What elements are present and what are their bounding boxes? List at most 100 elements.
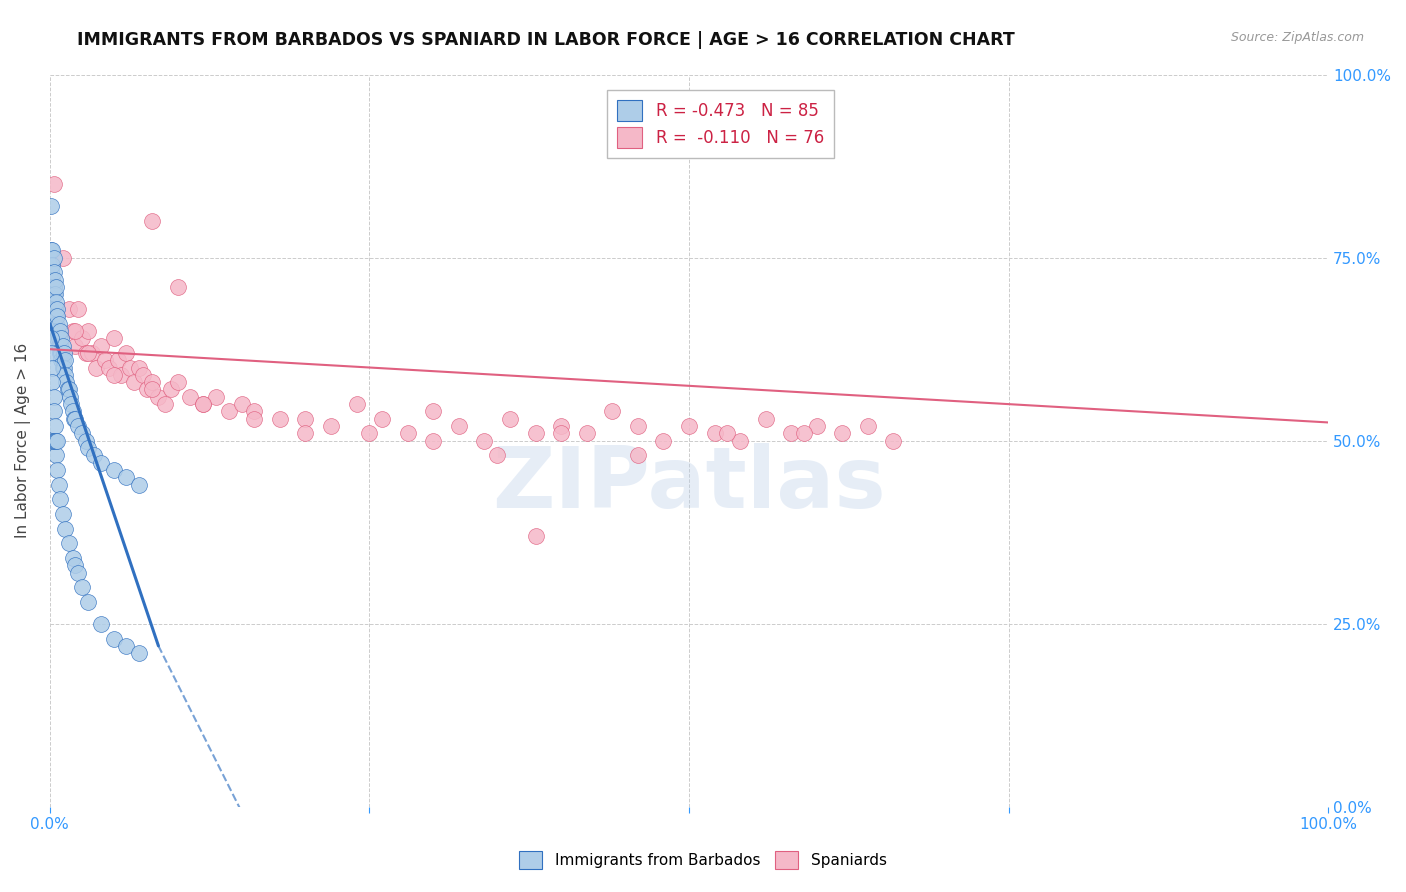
Point [294,426,316,441]
Point [70,331,93,345]
Point [48,317,70,331]
Point [45,434,67,448]
Point [46,310,69,324]
Point [42,404,65,418]
Point [575,426,598,441]
Point [77,441,100,455]
Text: IMMIGRANTS FROM BARBADOS VS SPANIARD IN LABOR FORCE | AGE > 16 CORRELATION CHART: IMMIGRANTS FROM BARBADOS VS SPANIARD IN … [77,31,1015,49]
Point [62,324,84,338]
Point [422,404,444,418]
Point [191,397,214,411]
Point [60,397,83,411]
Point [66,301,89,316]
Point [45,280,67,294]
Point [55,375,77,389]
Point [90,456,112,470]
Point [46,331,69,345]
Point [831,426,853,441]
Point [46,463,69,477]
Point [62,550,84,565]
Point [42,178,65,192]
Y-axis label: In Labor Force | Age > 16: In Labor Force | Age > 16 [15,343,31,539]
Point [41,244,63,258]
Point [46,301,69,316]
Point [41,434,63,448]
Point [44,419,66,434]
Point [103,331,125,345]
Point [90,616,112,631]
Point [48,331,70,345]
Point [128,477,150,491]
Point [45,294,67,309]
Point [46,434,69,448]
Point [243,411,266,425]
Point [51,360,73,375]
Point [42,280,65,294]
Point [66,419,89,434]
Point [422,434,444,448]
Point [41,272,63,286]
Point [97,360,120,375]
Point [44,301,66,316]
Legend: R = -0.473   N = 85, R =  -0.110   N = 76: R = -0.473 N = 85, R = -0.110 N = 76 [607,90,834,158]
Point [48,477,70,491]
Point [132,368,155,382]
Point [107,353,129,368]
Text: Source: ZipAtlas.com: Source: ZipAtlas.com [1230,31,1364,45]
Point [51,331,73,345]
Point [627,449,650,463]
Point [63,411,86,425]
Point [396,426,419,441]
Point [39,244,62,258]
Point [716,426,738,441]
Point [319,419,342,434]
Point [243,404,266,418]
Point [550,419,572,434]
Point [39,265,62,279]
Point [141,383,163,397]
Point [115,346,138,360]
Point [218,404,240,418]
Point [53,353,76,368]
Point [65,411,87,425]
Point [77,595,100,609]
Point [153,397,176,411]
Point [294,411,316,425]
Point [42,390,65,404]
Point [58,301,80,316]
Point [780,426,803,441]
Point [84,360,107,375]
Point [191,397,214,411]
Point [65,338,87,352]
Point [45,317,67,331]
Point [52,346,75,360]
Point [550,426,572,441]
Point [115,470,138,484]
Point [120,360,142,375]
Point [678,419,700,434]
Point [486,449,509,463]
Point [652,434,675,448]
Point [115,639,138,653]
Point [703,426,725,441]
Point [41,375,63,389]
Point [46,324,69,338]
Legend: Immigrants from Barbados, Spaniards: Immigrants from Barbados, Spaniards [513,845,893,875]
Point [39,331,62,345]
Point [474,434,496,448]
Point [51,353,73,368]
Point [41,360,63,375]
Point [51,251,73,265]
Point [42,301,65,316]
Point [524,529,547,543]
Point [58,536,80,550]
Point [122,375,145,389]
Point [49,338,72,352]
Point [44,434,66,448]
Point [56,383,79,397]
Point [141,375,163,389]
Point [53,368,76,382]
Point [793,426,815,441]
Point [141,214,163,228]
Point [110,368,132,382]
